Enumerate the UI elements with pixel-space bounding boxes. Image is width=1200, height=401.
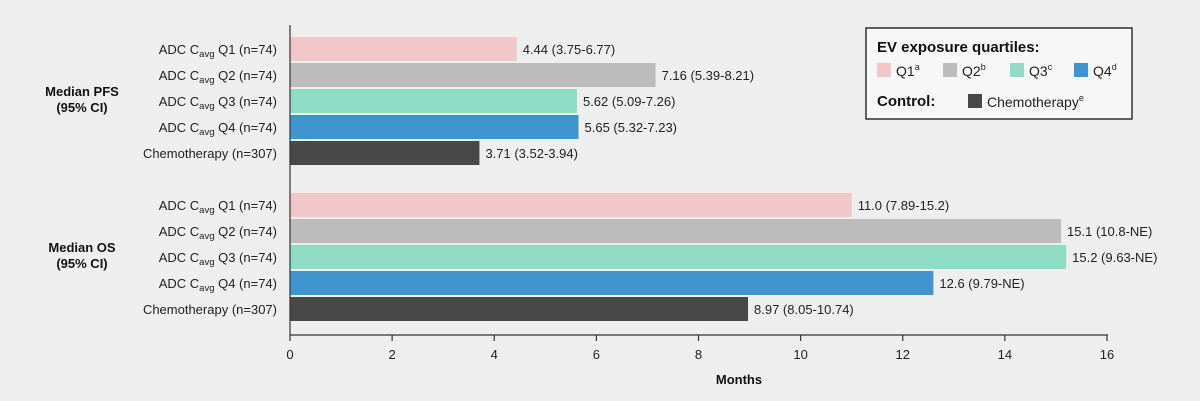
bar (290, 219, 1062, 243)
x-tick-label: 6 (593, 347, 600, 362)
x-tick-label: 10 (793, 347, 807, 362)
category-label: ADC Cavg Q2 (n=74) (159, 68, 277, 86)
bar-value-label: 4.44 (3.75-6.77) (523, 42, 616, 57)
x-axis: Months 0 2 4 6 8 10 12 14 16 (286, 25, 1114, 387)
bar (290, 245, 1067, 269)
bar (290, 37, 517, 61)
bar-group: 4.44 (3.75-6.77) ADC Cavg Q1 (n=74) 7.16 (… (45, 37, 754, 165)
legend-entry-label: Chemotherapye (987, 93, 1084, 110)
x-tick-label: 4 (491, 347, 498, 362)
bars-layer: 4.44 (3.75-6.77) ADC Cavg Q1 (n=74) 7.16 (… (45, 37, 1157, 321)
legend-swatch (943, 63, 957, 77)
bar-value-label: 3.71 (3.52-3.94) (485, 146, 578, 161)
x-tick-label: 14 (998, 347, 1012, 362)
bar-value-label: 5.62 (5.09-7.26) (583, 94, 676, 109)
legend-entry-label: Q3c (1029, 62, 1053, 79)
bar-value-label: 15.2 (9.63-NE) (1072, 250, 1157, 265)
category-label: ADC Cavg Q3 (n=74) (159, 250, 277, 268)
category-label: ADC Cavg Q1 (n=74) (159, 42, 277, 60)
category-label: ADC Cavg Q3 (n=74) (159, 94, 277, 112)
legend-quartiles: Q1a Q2b Q3c Q4d (877, 62, 1117, 79)
bar (290, 297, 749, 321)
x-tick-label: 8 (695, 347, 702, 362)
bar (290, 141, 480, 165)
legend-control: Chemotherapye (968, 93, 1084, 110)
bar-value-label: 15.1 (10.8-NE) (1067, 224, 1152, 239)
bar-group: 11.0 (7.89-15.2) ADC Cavg Q1 (n=74) 15.1 (… (48, 193, 1157, 321)
legend-control-title: Control: (877, 93, 935, 110)
legend-entry-label: Q1a (896, 62, 920, 79)
legend-swatch (877, 63, 891, 77)
x-tick-label: 12 (896, 347, 910, 362)
legend: EV exposure quartiles: Q1a Q2b Q3c Q4d Cont… (865, 27, 1133, 120)
bar (290, 89, 577, 113)
bar (290, 271, 934, 295)
legend-entry-label: Q4d (1093, 62, 1117, 79)
x-tick-label: 2 (389, 347, 396, 362)
bar (290, 193, 852, 217)
group-label: (95% CI) (56, 256, 107, 271)
legend-swatch (968, 94, 982, 108)
legend-title: EV exposure quartiles: (877, 39, 1040, 56)
legend-swatch (1010, 63, 1024, 77)
bar (290, 115, 579, 139)
x-axis-title: Months (716, 372, 762, 387)
category-label: Chemotherapy (n=307) (143, 302, 277, 317)
legend-entry-label: Q2b (962, 62, 986, 79)
bar-value-label: 5.65 (5.32-7.23) (585, 120, 678, 135)
group-label: Median PFS (45, 84, 119, 99)
category-label: ADC Cavg Q1 (n=74) (159, 198, 277, 216)
bar-value-label: 12.6 (9.79-NE) (939, 276, 1024, 291)
bar (290, 63, 656, 87)
bar-value-label: 8.97 (8.05-10.74) (754, 302, 854, 317)
bar-value-label: 11.0 (7.89-15.2) (858, 198, 950, 213)
bar-value-label: 7.16 (5.39-8.21) (662, 68, 755, 83)
category-label: ADC Cavg Q4 (n=74) (159, 276, 277, 294)
category-label: ADC Cavg Q4 (n=74) (159, 120, 277, 138)
x-tick-label: 0 (286, 347, 293, 362)
category-label: Chemotherapy (n=307) (143, 146, 277, 161)
group-label: Median OS (48, 240, 116, 255)
group-label: (95% CI) (56, 100, 107, 115)
legend-swatch (1074, 63, 1088, 77)
category-label: ADC Cavg Q2 (n=74) (159, 224, 277, 242)
x-tick-label: 16 (1100, 347, 1114, 362)
